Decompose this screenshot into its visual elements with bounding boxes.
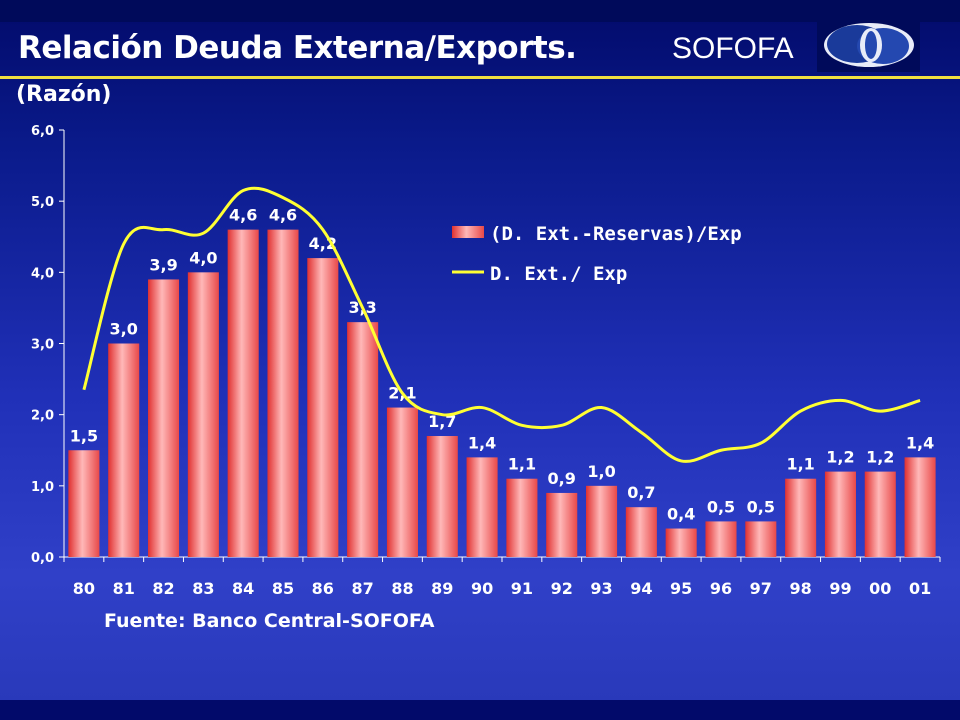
bar-value-label: 1,4 bbox=[468, 433, 496, 452]
bar-value-label: 4,6 bbox=[229, 206, 257, 225]
legend-line-label: D. Ext./ Exp bbox=[490, 263, 627, 285]
bar-value-label: 1,7 bbox=[428, 412, 456, 431]
x-tick-label: 91 bbox=[511, 579, 533, 598]
x-tick-label: 01 bbox=[909, 579, 931, 598]
bar-value-label: 1,1 bbox=[786, 455, 814, 474]
x-tick-label: 84 bbox=[232, 579, 254, 598]
x-tick-label: 82 bbox=[152, 579, 174, 598]
bar-value-label: 1,0 bbox=[587, 462, 615, 481]
x-tick-label: 83 bbox=[192, 579, 214, 598]
x-tick-label: 94 bbox=[630, 579, 652, 598]
bar-81 bbox=[108, 343, 140, 557]
x-tick-label: 96 bbox=[710, 579, 732, 598]
bar-90 bbox=[466, 457, 498, 557]
y-tick-label: 4,0 bbox=[31, 266, 54, 281]
bar-value-label: 1,4 bbox=[906, 433, 934, 452]
y-tick-label: 6,0 bbox=[31, 124, 54, 139]
bar-value-label: 0,4 bbox=[667, 505, 695, 524]
bar-87 bbox=[347, 322, 379, 557]
title-underline bbox=[0, 76, 960, 79]
bar-84 bbox=[227, 229, 259, 557]
y-tick-label: 5,0 bbox=[31, 195, 54, 210]
bar-value-label: 3,0 bbox=[110, 320, 138, 339]
bar-80 bbox=[68, 450, 100, 557]
bar-value-label: 3,9 bbox=[149, 255, 177, 274]
y-tick-label: 0,0 bbox=[31, 551, 54, 566]
y-tick-label: 1,0 bbox=[31, 480, 54, 495]
x-tick-label: 85 bbox=[272, 579, 294, 598]
legend-bar-swatch bbox=[452, 226, 484, 238]
x-tick-label: 86 bbox=[312, 579, 334, 598]
sofofa-logo-icon bbox=[824, 23, 914, 67]
brand-name: SOFOFA bbox=[672, 32, 794, 65]
bar-97 bbox=[745, 521, 777, 557]
x-tick-label: 92 bbox=[551, 579, 573, 598]
bar-value-label: 1,5 bbox=[70, 426, 98, 445]
bar-85 bbox=[267, 229, 299, 557]
bar-value-label: 4,6 bbox=[269, 206, 297, 225]
top-band bbox=[0, 0, 960, 22]
bar-92 bbox=[546, 492, 578, 557]
bottom-band bbox=[0, 700, 960, 720]
bar-99 bbox=[824, 471, 856, 557]
x-tick-label: 90 bbox=[471, 579, 493, 598]
bar-value-label: 1,2 bbox=[866, 448, 894, 467]
bar-89 bbox=[426, 436, 458, 557]
bar-83 bbox=[187, 272, 219, 557]
bar-98 bbox=[785, 478, 817, 557]
bar-value-label: 0,7 bbox=[627, 483, 655, 502]
x-tick-label: 80 bbox=[73, 579, 95, 598]
bar-82 bbox=[148, 279, 180, 557]
legend-bar-label: (D. Ext.-Reservas)/Exp bbox=[490, 223, 742, 245]
bar-88 bbox=[386, 407, 418, 557]
x-tick-label: 81 bbox=[113, 579, 135, 598]
y-tick-label: 2,0 bbox=[31, 409, 54, 424]
bar-96 bbox=[705, 521, 737, 557]
x-tick-label: 88 bbox=[391, 579, 413, 598]
x-tick-label: 95 bbox=[670, 579, 692, 598]
x-tick-label: 97 bbox=[750, 579, 772, 598]
bar-01 bbox=[904, 457, 936, 557]
x-tick-label: 00 bbox=[869, 579, 891, 598]
series-line-d-ext-exp bbox=[82, 186, 921, 463]
bar-00 bbox=[864, 471, 896, 557]
bar-value-label: 0,5 bbox=[747, 497, 775, 516]
x-tick-label: 87 bbox=[352, 579, 374, 598]
bar-value-label: 4,0 bbox=[189, 248, 217, 267]
bar-value-label: 0,5 bbox=[707, 497, 735, 516]
bar-91 bbox=[506, 478, 538, 557]
x-tick-label: 99 bbox=[829, 579, 851, 598]
bar-value-label: 0,9 bbox=[548, 469, 576, 488]
x-tick-label: 93 bbox=[590, 579, 612, 598]
x-tick-label: 89 bbox=[431, 579, 453, 598]
chart-subtitle: (Razón) bbox=[16, 82, 112, 107]
sofofa-logo bbox=[817, 18, 920, 72]
y-tick-label: 3,0 bbox=[31, 338, 54, 353]
x-tick-label: 98 bbox=[790, 579, 812, 598]
source-note: Fuente: Banco Central-SOFOFA bbox=[104, 610, 435, 632]
bar-value-label: 1,2 bbox=[826, 448, 854, 467]
bar-94 bbox=[625, 507, 657, 557]
bar-86 bbox=[307, 258, 339, 557]
bar-value-label: 1,1 bbox=[508, 455, 536, 474]
bar-95 bbox=[665, 528, 697, 557]
bar-93 bbox=[586, 485, 618, 557]
page-title: Relación Deuda Externa/Exports. bbox=[18, 30, 577, 66]
